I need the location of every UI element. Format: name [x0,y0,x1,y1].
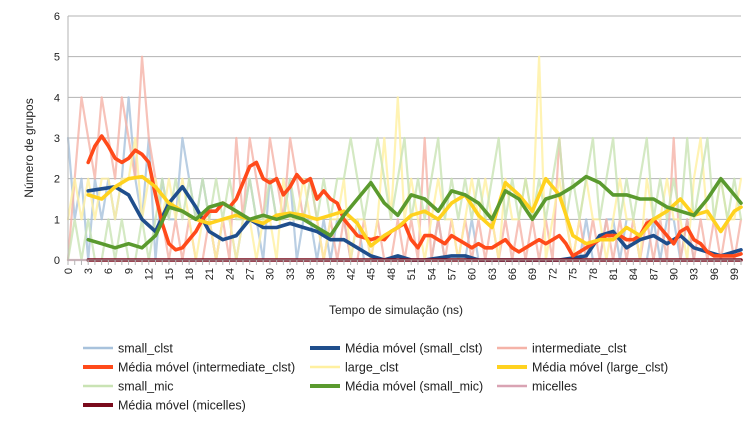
x-tick-label-0: 0 [63,268,75,274]
y-tick-label-6: 6 [54,11,60,23]
y-tick-label-4: 4 [54,92,60,104]
legend-label-m-dia-m-vel-small-mic: Média móvel (small_mic) [345,380,483,394]
x-tick-label-22: 66 [507,268,519,280]
x-tick-label-3: 9 [123,268,135,274]
y-tick-label-3: 3 [54,133,60,145]
x-tick-label-12: 36 [305,268,317,280]
x-tick-label-29: 87 [648,268,660,280]
x-tick-label-17: 51 [406,268,418,280]
series-line-large-clst [66,55,743,262]
x-tick-label-20: 60 [467,268,479,280]
legend-label-m-dia-m-vel-micelles: Média móvel (micelles) [118,399,246,413]
legend-label-small-clst: small_clst [118,342,173,356]
x-tick-label-31: 93 [689,268,701,280]
series-line-m-dia-m-vel-large-clst [86,174,743,248]
y-tick-label-2: 2 [54,174,60,186]
legend-label-m-dia-m-vel-large-clst: Média móvel (large_clst) [532,361,668,375]
y-tick-labels: 0 1 2 3 4 5 6 [54,11,60,267]
grid-lines [68,15,741,261]
series-line-small-mic [66,136,743,262]
legend-label-large-clst: large_clst [345,361,399,375]
x-tick-label-27: 81 [608,268,620,280]
x-tick-label-26: 78 [588,268,600,280]
y-tick-label-5: 5 [54,52,60,64]
legend: small_clst Média móvel (small_clst) interm… [83,342,668,413]
x-tick-label-9: 27 [245,268,257,280]
x-tick-label-28: 84 [628,268,640,280]
series-line-m-dia-m-vel-intermediate-clst [86,134,743,258]
x-tick-label-33: 99 [729,268,741,280]
x-tick-label-16: 48 [386,268,398,280]
x-tick-label-18: 54 [426,268,438,280]
series-line-m-dia-m-vel-small-mic [86,174,743,250]
x-tick-label-5: 15 [164,268,176,280]
x-tick-label-8: 24 [224,268,236,280]
x-tick-label-6: 18 [184,268,196,280]
legend-label-m-dia-m-vel-intermediate-clst: Média móvel (intermediate_clst) [118,361,295,375]
x-tick-label-11: 33 [285,268,297,280]
legend-label-micelles: micelles [532,380,577,394]
x-tick-label-32: 96 [709,268,721,280]
x-tick-label-1: 3 [83,268,95,274]
y-tick-label-0: 0 [54,255,60,267]
legend-label-m-dia-m-vel-small-clst: Média móvel (small_clst) [345,342,483,356]
raw-series-group [66,55,743,262]
x-tick-label-13: 39 [325,268,337,280]
axes [67,16,742,265]
x-tick-label-24: 72 [547,268,559,280]
x-tick-label-25: 75 [568,268,580,280]
x-tick-label-15: 45 [366,268,378,280]
legend-label-small-mic: small_mic [118,380,174,394]
x-tick-label-7: 21 [204,268,216,280]
x-tick-label-4: 12 [144,268,156,280]
x-tick-label-10: 30 [265,268,277,280]
x-axis-label: Tempo de simulação (ns) [329,303,463,317]
legend-label-intermediate-clst: intermediate_clst [532,342,627,356]
x-tick-label-21: 63 [487,268,499,280]
x-tick-label-14: 42 [346,268,358,280]
x-tick-label-23: 69 [527,268,539,280]
x-tick-label-30: 90 [669,268,681,280]
y-tick-label-1: 1 [54,214,60,226]
series-line-intermediate-clst [66,55,743,262]
x-tick-label-19: 57 [446,268,458,280]
y-axis-label: Número de grupos [22,98,36,197]
x-tick-label-2: 6 [103,268,115,274]
x-tick-labels: 0 3 6 9 12 15 18 21 24 27 30 33 36 39 42 45 48 51 54 57 60 63… [63,268,741,280]
